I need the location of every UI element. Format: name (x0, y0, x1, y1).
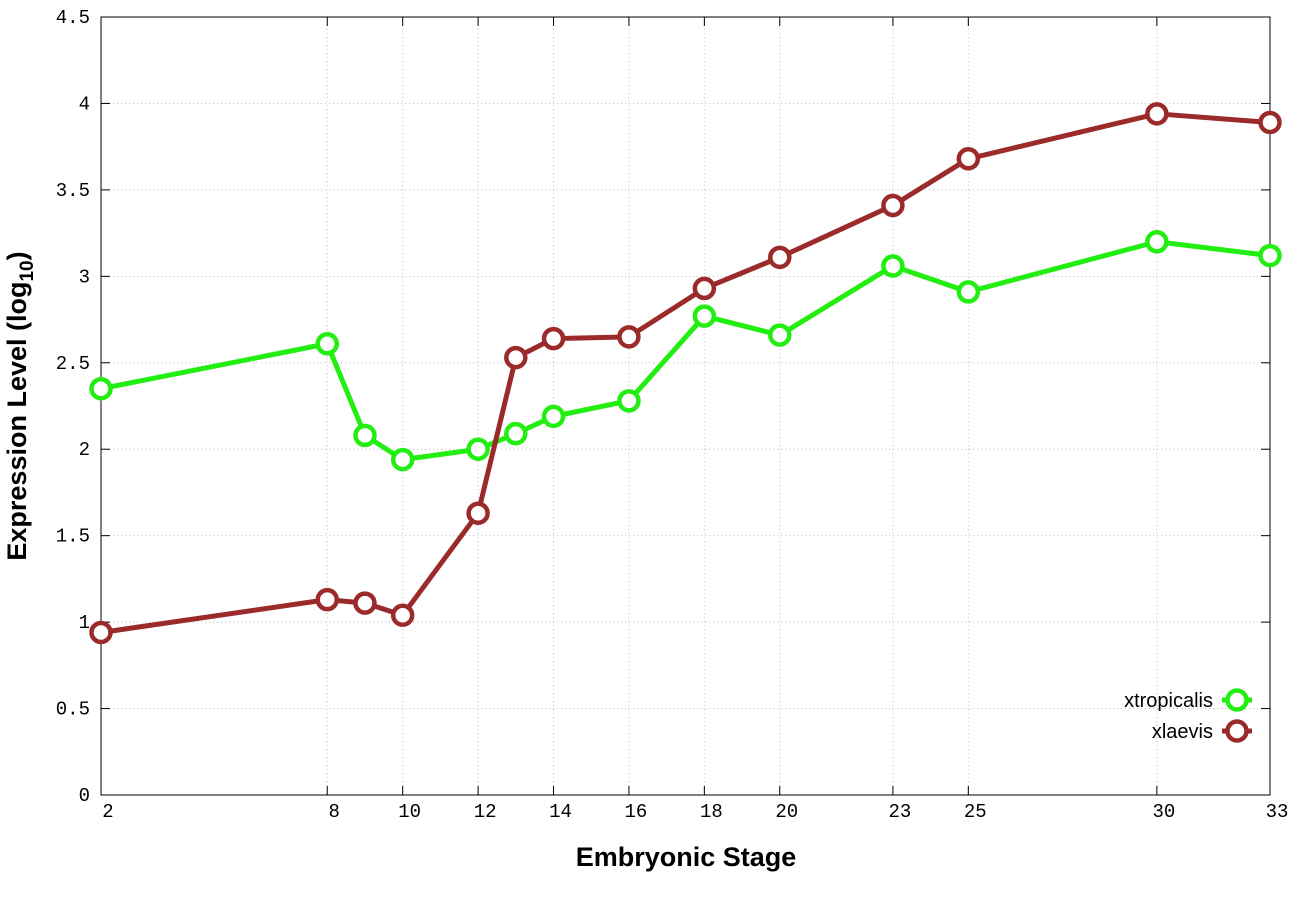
y-tick-label: 3.5 (56, 180, 90, 202)
x-tick-label: 16 (625, 801, 648, 823)
data-point (504, 421, 528, 446)
data-point (1258, 110, 1282, 135)
y-tick-label: 1 (79, 612, 90, 634)
data-point (315, 332, 340, 356)
data-point (768, 323, 792, 347)
x-tick-label: 2 (102, 801, 113, 823)
y-tick-label: 4.5 (56, 7, 90, 29)
data-point (1258, 243, 1282, 268)
data-point (768, 245, 792, 270)
y-axis-title-main: Expression Level (log (2, 282, 32, 561)
data-point (956, 280, 981, 304)
data-point (390, 603, 415, 627)
plot-frame (100, 16, 1271, 796)
data-point (89, 620, 113, 645)
data-point (541, 404, 566, 429)
x-tick-label: 33 (1266, 801, 1289, 823)
data-point (1145, 230, 1169, 254)
x-tick-label: 8 (329, 801, 340, 823)
y-tick-label: 3 (79, 266, 90, 288)
data-point (881, 254, 905, 278)
data-point (692, 304, 717, 328)
y-tick-label: 0.5 (56, 699, 90, 721)
data-point (617, 325, 641, 349)
data-point (692, 276, 717, 301)
x-tick-label: 10 (398, 801, 421, 823)
data-point (390, 447, 415, 472)
x-tick-label: 23 (888, 801, 911, 823)
y-tick-label: 0 (79, 785, 90, 807)
legend-label: xtropicalis (1124, 690, 1213, 712)
y-tick-label: 2.5 (56, 353, 90, 375)
y-axis-title-end: ) (2, 251, 32, 260)
x-tick-label: 14 (549, 801, 572, 823)
data-point (541, 326, 566, 351)
legend-marker (1225, 719, 1249, 743)
data-point (617, 389, 641, 413)
x-tick-label: 12 (474, 801, 497, 823)
data-point (466, 437, 490, 461)
data-point (956, 147, 981, 171)
legend-marker (1225, 688, 1249, 712)
data-point (353, 423, 377, 448)
x-tick-label: 30 (1152, 801, 1175, 823)
y-tick-label: 4 (79, 93, 90, 115)
data-point (504, 345, 528, 370)
y-axis-title: Expression Level (log10) (2, 251, 38, 560)
data-point (466, 501, 490, 525)
x-tick-label: 20 (775, 801, 798, 823)
y-tick-label: 2 (79, 439, 90, 461)
data-point (353, 591, 377, 615)
data-point (89, 376, 113, 401)
data-point (315, 587, 340, 612)
x-tick-label: 25 (964, 801, 987, 823)
x-tick-label: 18 (700, 801, 723, 823)
y-tick-label: 1.5 (56, 526, 90, 548)
y-axis-title-subscript: 10 (17, 260, 38, 281)
data-point (1145, 102, 1169, 126)
data-point (881, 193, 905, 218)
x-axis-title: Embryonic Stage (576, 842, 797, 872)
legend-label: xlaevis (1152, 721, 1213, 743)
